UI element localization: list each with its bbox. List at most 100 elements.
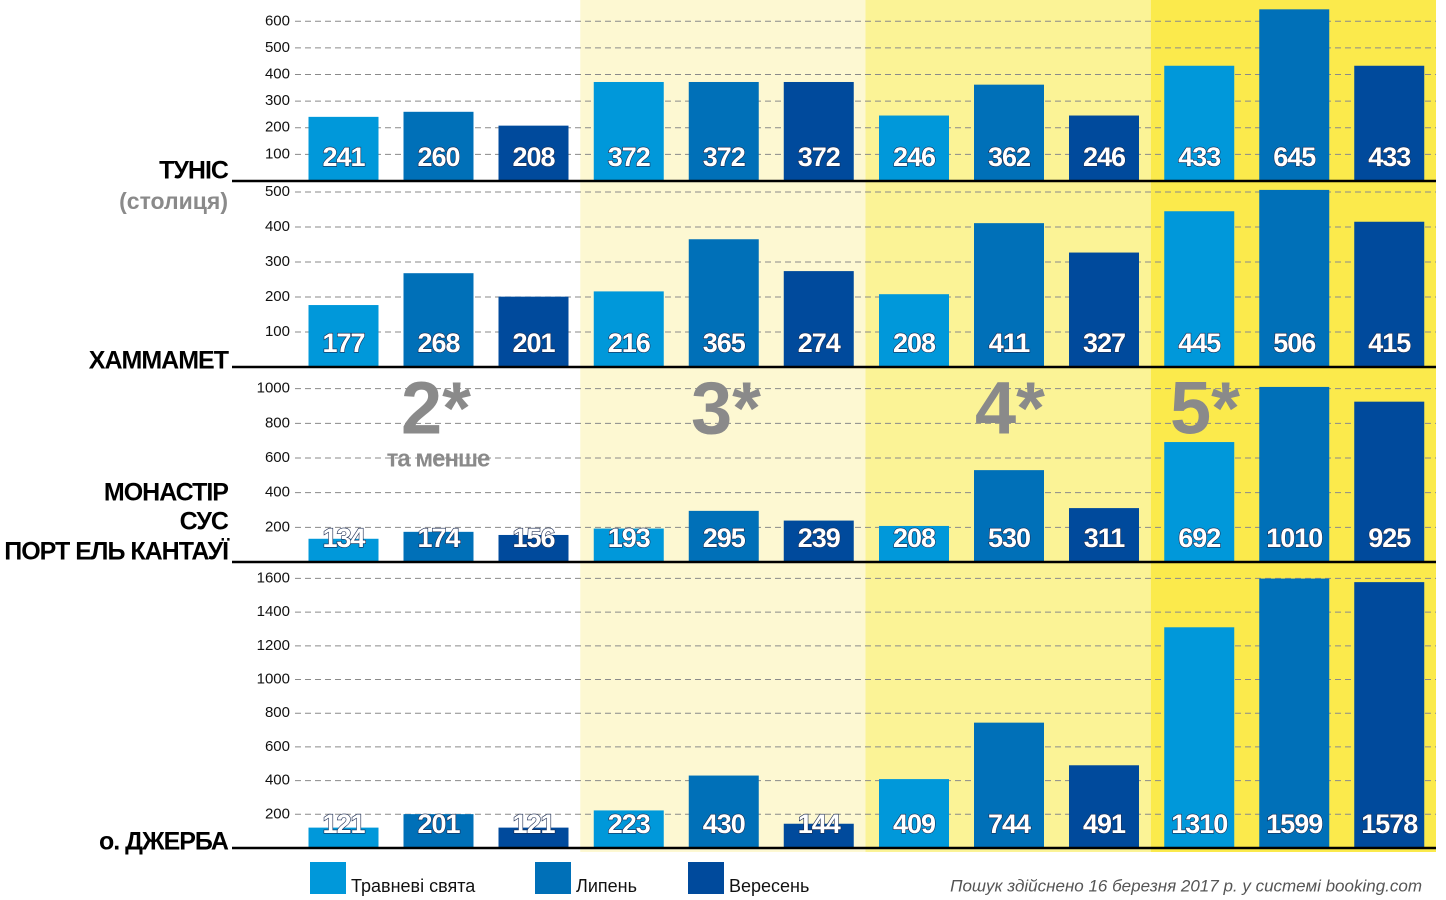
value-label: 274 [798, 328, 841, 358]
y-tick-label: 800 [265, 414, 290, 431]
bar [403, 273, 474, 367]
bar [1354, 65, 1425, 181]
bar [879, 115, 949, 181]
bar [1069, 252, 1139, 367]
bar [1259, 386, 1330, 562]
value-label: 208 [893, 328, 936, 358]
bar [403, 814, 474, 848]
value-label: 411 [989, 328, 1031, 358]
bar [1259, 578, 1330, 848]
value-label: 506 [1273, 328, 1316, 358]
bar [974, 470, 1044, 562]
bar [879, 779, 949, 848]
value-label: 372 [703, 142, 745, 172]
legend-swatch [688, 862, 724, 894]
value-label: 430 [703, 809, 745, 839]
y-tick-label: 200 [265, 119, 290, 136]
bar [974, 722, 1044, 848]
bar [498, 534, 569, 562]
value-label: 201 [417, 809, 460, 839]
star-category: 3* [691, 367, 761, 450]
value-label: 645 [1273, 142, 1316, 172]
y-tick-label: 100 [265, 145, 290, 162]
y-tick-label: 600 [265, 738, 290, 755]
y-tick-label: 500 [265, 183, 290, 200]
value-label: 121 [322, 809, 365, 839]
bar [1069, 115, 1139, 181]
bar [783, 271, 854, 367]
value-label: 177 [322, 328, 364, 358]
bar [974, 223, 1044, 367]
region-label: ПОРТ ЕЛЬ КАНТАУЇ [4, 538, 230, 566]
value-label: 208 [512, 142, 555, 172]
bar [1164, 65, 1235, 181]
region-label: МОНАСТІР [104, 479, 228, 507]
y-tick-label: 200 [265, 288, 290, 305]
bar [498, 827, 569, 848]
y-tick-label: 1600 [257, 569, 290, 586]
star-category: 4* [975, 367, 1045, 450]
value-label: 530 [988, 523, 1030, 553]
bar [879, 294, 949, 367]
bar [593, 528, 664, 562]
bar [1259, 9, 1330, 182]
bar [1354, 582, 1425, 848]
value-label: 134 [322, 523, 365, 553]
star-note: та менше [387, 445, 490, 472]
y-tick-label: 1200 [257, 637, 290, 654]
y-tick-label: 300 [265, 253, 290, 270]
y-tick-label: 800 [265, 704, 290, 721]
star-category: 2* [401, 367, 471, 450]
region-label: ТУНІС [159, 157, 229, 185]
value-label: 692 [1178, 523, 1220, 553]
bar [879, 525, 949, 562]
value-label: 372 [608, 142, 650, 172]
region-label: ХАММАМЕТ [89, 347, 229, 375]
legend-label: Вересень [729, 876, 809, 896]
value-label: 223 [608, 809, 651, 839]
bar [1354, 221, 1425, 367]
y-tick-label: 600 [265, 449, 290, 466]
bar [1164, 627, 1235, 848]
bar [1069, 765, 1139, 848]
value-label: 241 [322, 142, 365, 172]
value-label: 1578 [1361, 809, 1418, 839]
bar [403, 531, 474, 562]
value-label: 362 [988, 142, 1030, 172]
value-label: 445 [1178, 328, 1221, 358]
value-label: 925 [1368, 523, 1411, 553]
value-label: 268 [417, 328, 460, 358]
footnote: Пошук здійснено 16 березня 2017 р. у сис… [950, 876, 1422, 895]
value-label: 246 [893, 142, 936, 172]
value-label: 327 [1083, 328, 1125, 358]
y-tick-label: 400 [265, 218, 290, 235]
y-tick-label: 600 [265, 12, 290, 29]
legend-label: Липень [576, 876, 637, 896]
y-tick-label: 200 [265, 805, 290, 822]
value-label: 156 [512, 523, 555, 553]
y-tick-label: 200 [265, 518, 290, 535]
bar [688, 81, 759, 181]
bar [308, 827, 379, 848]
value-label: 409 [893, 809, 936, 839]
bar [688, 239, 759, 367]
bar [593, 810, 664, 848]
bar [593, 291, 664, 367]
value-label: 239 [798, 523, 841, 553]
bar [593, 81, 664, 181]
value-label: 295 [703, 523, 746, 553]
value-label: 365 [703, 328, 746, 358]
region-label: СУС [180, 508, 229, 536]
bar [1164, 442, 1235, 562]
value-label: 246 [1083, 142, 1126, 172]
legend-label: Травневі свята [351, 876, 476, 896]
value-label: 311 [1084, 523, 1126, 553]
value-label: 744 [988, 809, 1031, 839]
value-label: 193 [608, 523, 651, 553]
value-label: 433 [1368, 142, 1411, 172]
value-label: 1599 [1266, 809, 1323, 839]
y-tick-label: 1000 [257, 380, 290, 397]
bar [308, 538, 379, 562]
y-tick-label: 400 [265, 772, 290, 789]
bar [498, 296, 569, 367]
